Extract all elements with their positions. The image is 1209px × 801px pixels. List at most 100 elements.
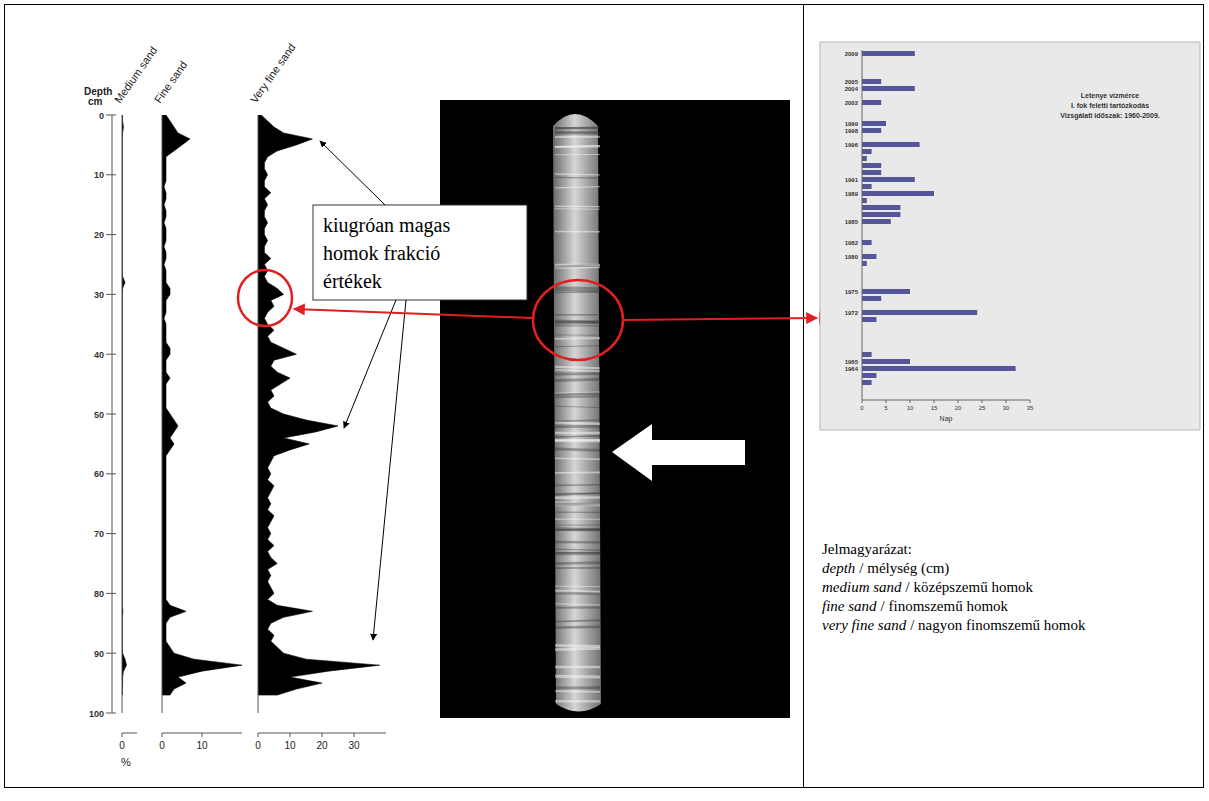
x-tick (886, 400, 887, 403)
core-band (555, 422, 600, 423)
core-band (555, 552, 600, 555)
y-tick-label: 1964 (845, 366, 859, 372)
core-band (555, 675, 600, 679)
y-tick-label: 1989 (845, 191, 859, 197)
plot-area (122, 115, 127, 695)
y-tick (106, 593, 116, 594)
core-band (555, 288, 600, 289)
pointer-arrow (612, 424, 745, 481)
callout-text: homok frakció (323, 242, 440, 264)
x-tick (354, 733, 355, 737)
core-photo (440, 100, 790, 718)
x-tick-label: 0 (159, 740, 165, 751)
profile-area (122, 115, 127, 695)
bar (862, 184, 872, 189)
core-band (555, 511, 600, 513)
core-band (555, 177, 600, 179)
baseline (162, 115, 163, 713)
plot-area (162, 115, 242, 695)
bar (862, 198, 867, 203)
chart-subtitle: Vizsgálati időszak: 1960-2009. (1060, 112, 1160, 120)
core-band (555, 502, 600, 505)
core (553, 114, 601, 712)
x-tick (934, 400, 935, 403)
x-axis (122, 733, 137, 734)
plot-area (258, 115, 380, 695)
y-tick-label: 60 (94, 469, 104, 479)
panel-title: Very fine sand (248, 41, 298, 105)
bar (862, 380, 872, 385)
core-band (555, 127, 600, 130)
highlight-arrow (623, 318, 817, 320)
y-tick-label: 100 (89, 709, 104, 719)
key-text: / mélység (cm) (859, 560, 949, 577)
profile-panel: 010Fine sand (152, 59, 242, 751)
core-band (555, 626, 600, 629)
y-tick (106, 414, 116, 415)
bar (862, 163, 881, 168)
profile-panel: 0102030Very fine sand (248, 41, 386, 751)
bar (862, 177, 915, 182)
callout-arrow (320, 141, 385, 205)
core-band (555, 146, 600, 147)
bar (862, 296, 881, 301)
core-band (555, 645, 600, 646)
bar (862, 289, 910, 294)
core-band (555, 334, 600, 335)
y-tick-label: 70 (94, 529, 104, 539)
x-tick (958, 400, 959, 403)
x-tick-label: 5 (884, 405, 888, 411)
core-band (555, 620, 600, 621)
core-band (555, 504, 600, 506)
y-tick (106, 294, 116, 295)
core-band (555, 436, 600, 437)
y-axis (862, 50, 863, 400)
bar (862, 100, 881, 105)
x-tick (1006, 400, 1007, 403)
y-tick (106, 653, 116, 654)
x-tick-label: 0 (119, 740, 125, 751)
y-tick-label: 2004 (845, 86, 859, 92)
core-band (555, 666, 600, 668)
x-tick (202, 733, 203, 737)
y-tick (106, 713, 116, 714)
x-tick-label: 25 (979, 405, 986, 411)
callout-box (313, 205, 527, 300)
bar (862, 254, 876, 259)
key-item: medium sand/ középszemű homok (822, 579, 1034, 595)
y-axis-title: Depthcm (84, 86, 112, 107)
core-band (555, 561, 600, 565)
key-term: fine sand (822, 598, 877, 614)
y-tick-label: 90 (94, 649, 104, 659)
profile-panel: 0Medium sand0102030405060708090100Depthc… (84, 44, 160, 768)
y-tick-label: 50 (94, 410, 104, 420)
core-band (555, 372, 600, 375)
core-band (555, 449, 600, 450)
core-band (555, 132, 600, 135)
highlight-circle (533, 280, 623, 360)
core-band (555, 187, 600, 188)
key-text: / középszemű homok (906, 579, 1034, 595)
y-tick-label: 2005 (845, 79, 859, 85)
core-band (555, 472, 600, 474)
x-tick (910, 400, 911, 403)
baseline (258, 115, 259, 713)
bar (862, 142, 920, 147)
y-tick-label: 1998 (845, 128, 859, 134)
core-band (555, 208, 600, 210)
key-item: very fine sand/ nagyon finomszemű homok (822, 617, 1086, 633)
bar (862, 86, 915, 91)
bar (862, 149, 872, 154)
photo-background (440, 100, 790, 718)
chart-panel (820, 42, 1200, 430)
core-band (555, 131, 600, 133)
core-band (555, 649, 600, 650)
bar (862, 170, 881, 175)
core-band (555, 394, 600, 395)
core-band (555, 519, 600, 520)
core-band (555, 607, 600, 609)
core-band (555, 420, 600, 421)
y-tick-label: 1980 (845, 254, 859, 260)
x-tick-label: 30 (348, 740, 360, 751)
y-tick-label: 30 (94, 290, 104, 300)
